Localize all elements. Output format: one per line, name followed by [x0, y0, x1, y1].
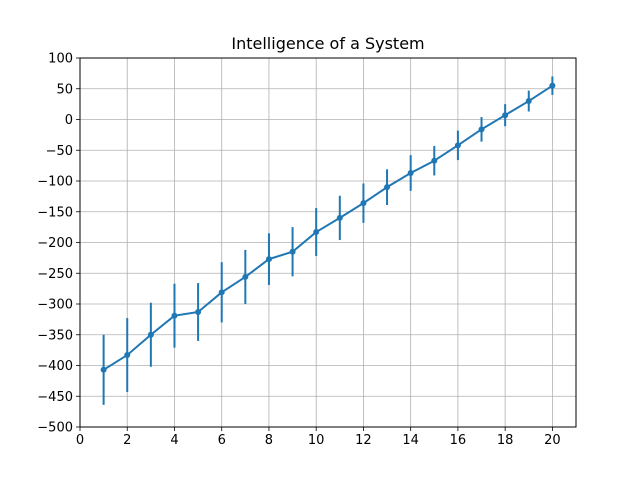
data-point: [218, 289, 225, 296]
y-tick-label: −150: [37, 205, 73, 220]
data-point: [502, 112, 509, 119]
x-tick-label: 4: [170, 433, 178, 448]
x-tick-label: 6: [218, 433, 226, 448]
data-points: [100, 82, 556, 373]
x-tick-label: 18: [497, 433, 514, 448]
data-point: [431, 157, 438, 164]
y-tick-label: −100: [37, 175, 73, 190]
data-point: [478, 126, 485, 133]
data-point: [313, 229, 320, 236]
series-line-group: [103, 84, 553, 371]
chart-title: Intelligence of a System: [231, 34, 424, 53]
data-point: [549, 82, 556, 89]
data-point: [100, 366, 107, 373]
y-tick-label: 0: [65, 113, 73, 128]
y-tick-label: −50: [46, 144, 73, 159]
data-point: [384, 184, 391, 191]
data-point: [289, 248, 296, 255]
data-point: [360, 200, 367, 207]
y-tick-label: −450: [37, 390, 73, 405]
data-point: [407, 170, 414, 177]
data-point: [124, 352, 131, 359]
plot-frame: [79, 57, 577, 428]
y-tick-label: −400: [37, 359, 73, 374]
y-tick-label: −350: [37, 328, 73, 343]
data-point: [336, 214, 343, 221]
data-point: [147, 331, 154, 338]
y-tick-label: −200: [37, 236, 73, 251]
series-line: [103, 84, 553, 371]
axis-ticks: 0 2 4 6 8 10 12 14 16 18 20 100 50 0 −50 −100 −150 −200 −2…: [37, 52, 560, 449]
x-tick-label: 12: [355, 433, 372, 448]
x-tick-label: 14: [402, 433, 419, 448]
x-tick-label: 16: [450, 433, 467, 448]
data-point: [454, 142, 461, 149]
data-point: [171, 312, 178, 319]
x-tick-label: 2: [123, 433, 131, 448]
data-point: [525, 98, 532, 105]
y-tick-label: −300: [37, 298, 73, 313]
x-tick-label: 20: [544, 433, 561, 448]
y-tick-label: 100: [48, 52, 73, 67]
x-tick-label: 10: [308, 433, 325, 448]
data-point: [242, 273, 249, 280]
x-tick-label: 8: [265, 433, 273, 448]
y-tick-label: −500: [37, 421, 73, 436]
data-point: [265, 256, 272, 263]
y-tick-label: −250: [37, 267, 73, 282]
data-point: [195, 308, 202, 315]
x-tick-label: 0: [76, 433, 84, 448]
y-tick-label: 50: [56, 82, 73, 97]
